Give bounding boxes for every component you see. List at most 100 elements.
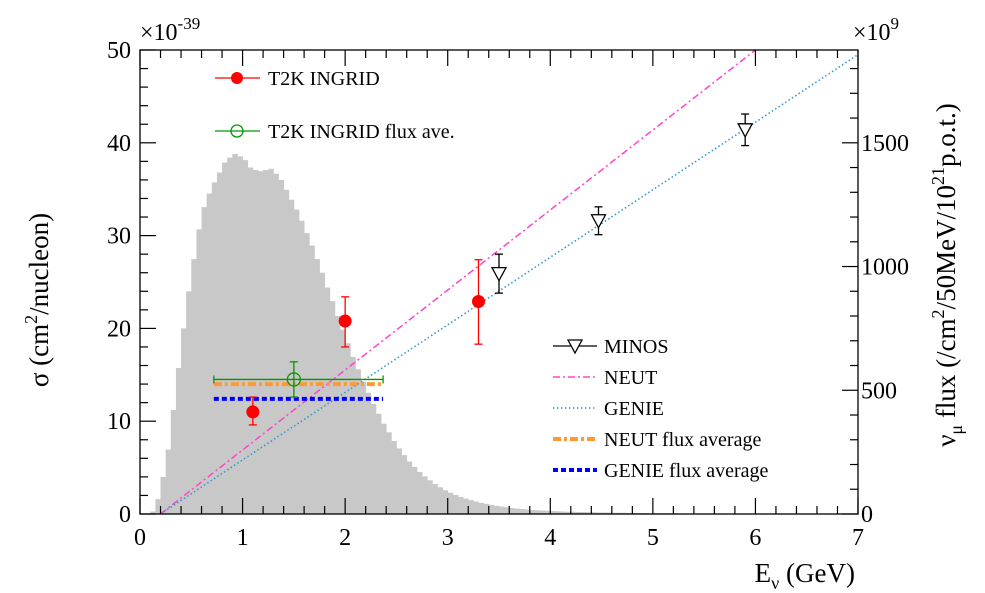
hist-bin [319, 272, 326, 514]
minos-point [737, 123, 754, 139]
legend-marker-minos [566, 339, 584, 355]
legend-label-neut-flux-average: NEUT flux average [604, 429, 761, 451]
legend-marker-t2k-ingrid [231, 72, 243, 84]
axis-ticks [139, 49, 859, 515]
flux-histogram [150, 153, 874, 515]
hist-bin [365, 392, 372, 514]
hist-bin [155, 499, 161, 514]
legend-bottom: MINOS NEUT GENIE NEUT flux average GENIE… [553, 336, 768, 482]
legend-label-minos: MINOS [604, 336, 668, 358]
hist-bin [416, 471, 423, 514]
hist-bin [575, 512, 582, 514]
x-tick-label: 2 [339, 525, 351, 551]
hist-bin [529, 510, 536, 514]
hist-bin [288, 199, 295, 514]
legend-label-t2k-ingrid: T2K INGRID [268, 68, 380, 90]
hist-bin [457, 496, 464, 514]
legend-top: T2K INGRID T2K INGRID flux ave. [215, 68, 455, 143]
hist-bin [386, 432, 392, 514]
hist-bin [257, 171, 264, 514]
hist-bin [375, 413, 382, 514]
hist-bin [509, 508, 515, 514]
legend-label-genie: GENIE [604, 398, 664, 420]
minos-point [590, 214, 607, 230]
hist-bin [273, 173, 279, 514]
t2k-point [471, 294, 485, 308]
hist-bin [216, 172, 223, 514]
hist-bin [437, 487, 443, 514]
hist-bin [345, 343, 351, 514]
hist-bin [601, 512, 608, 514]
hist-bin [581, 512, 587, 514]
legend-entry-neut: NEUT [553, 367, 657, 389]
hist-bin [401, 455, 408, 514]
plot-frame-rect [139, 49, 859, 515]
hist-bin [473, 501, 479, 514]
hist-bin [329, 301, 336, 514]
hist-bin [483, 503, 490, 514]
hist-bin [596, 512, 602, 514]
hist-bin [314, 259, 320, 514]
hist-bin [304, 233, 310, 514]
hist-bin [565, 511, 572, 514]
hist-bin [545, 510, 551, 514]
hist-bin [519, 509, 526, 514]
y-tick-label: 50 [107, 38, 131, 64]
neut-line [160, 49, 756, 515]
hist-bin [570, 511, 577, 514]
minos-point [490, 266, 508, 283]
model-lines [160, 49, 859, 515]
plot-frame [139, 49, 859, 515]
hist-bin [411, 466, 418, 514]
hist-bin [478, 502, 485, 514]
hist-bin [340, 329, 346, 514]
hist-bin [175, 367, 182, 514]
x-tick-label: 3 [442, 525, 454, 551]
hist-bin [447, 492, 454, 514]
y-tick-label: 30 [107, 224, 131, 250]
hist-bin [196, 229, 202, 514]
y-tick-label: 0 [119, 502, 131, 528]
hist-bin [452, 494, 459, 514]
hist-bin [334, 316, 341, 514]
hist-bin [381, 423, 387, 514]
data-points [213, 113, 754, 426]
legend-entry-genie-flux-average: GENIE flux average [553, 460, 768, 482]
y2-tick-label: 1500 [861, 131, 909, 157]
hist-bin [283, 189, 290, 514]
t2k-flux-ave-point [286, 372, 302, 387]
y2-tick-label: 0 [861, 502, 873, 528]
y2-axis-title: νμ flux (/cm2/50MeV/1021p.o.t.) [928, 103, 966, 447]
y-axis-title: σ (cm2/nucleon) [21, 213, 54, 387]
t2k-point [246, 405, 260, 419]
hist-bin [206, 193, 213, 514]
legend-entry-neut-flux-average: NEUT flux average [553, 429, 761, 451]
y-tick-label: 10 [107, 409, 131, 435]
hist-bin [422, 476, 428, 514]
x-tick-label: 6 [749, 525, 761, 551]
legend-entry-t2k-flux-ave: T2K INGRID flux ave. [215, 121, 455, 143]
hist-bin [432, 484, 438, 514]
hist-bin [252, 170, 259, 514]
hist-bin [298, 220, 305, 514]
hist-bin [406, 461, 413, 514]
hist-bin [427, 480, 433, 514]
hist-bin [211, 182, 218, 515]
hist-bin [499, 506, 505, 514]
y2-tick-label: 1000 [861, 255, 909, 281]
hist-bin [227, 157, 233, 514]
hist-bin [586, 512, 592, 514]
hist-bin [534, 510, 541, 514]
hist-bin [555, 511, 561, 514]
hist-bin [493, 505, 500, 514]
y-tick-label: 40 [107, 131, 131, 157]
legend-entry-genie: GENIE [553, 398, 664, 420]
hist-bin [165, 449, 172, 514]
hist-bin [488, 504, 495, 514]
hist-bin [396, 448, 402, 514]
x-tick-label: 1 [237, 525, 249, 551]
hist-bin [591, 512, 597, 514]
hist-bin [186, 291, 192, 514]
